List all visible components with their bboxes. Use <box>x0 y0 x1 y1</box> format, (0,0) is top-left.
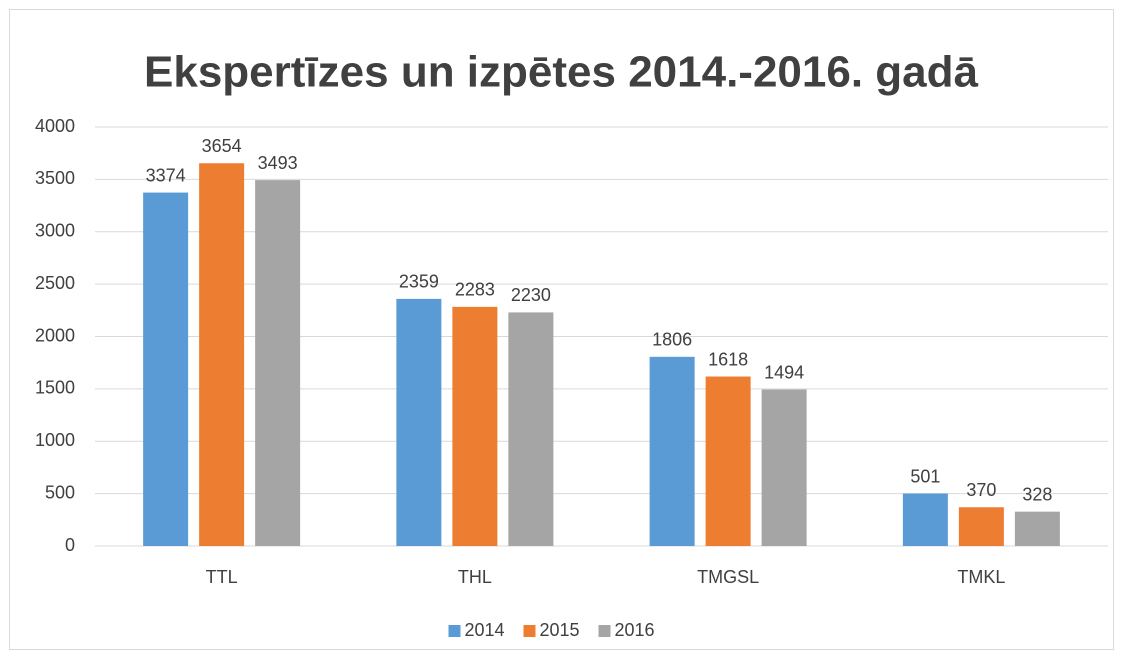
data-label: 1494 <box>764 362 804 382</box>
y-tick-label: 1000 <box>35 430 75 450</box>
data-label: 3374 <box>146 165 186 185</box>
legend-label: 2016 <box>615 620 655 640</box>
data-label: 328 <box>1022 484 1052 504</box>
x-tick-label: TTL <box>206 567 238 587</box>
chart-title: Ekspertīzes un izpētes 2014.-2016. gadā <box>144 48 978 97</box>
bar <box>705 376 751 546</box>
x-tick-label: THL <box>458 567 492 587</box>
legend-swatch <box>448 625 461 637</box>
legend-swatch <box>598 625 611 637</box>
y-tick-label: 0 <box>65 535 75 555</box>
data-label: 3493 <box>258 153 298 173</box>
data-label: 370 <box>966 480 996 500</box>
bar <box>958 507 1004 546</box>
data-label: 501 <box>910 466 940 486</box>
bar <box>199 163 245 546</box>
x-tick-label: TMKL <box>957 567 1005 587</box>
data-label: 2359 <box>399 272 439 292</box>
y-tick-label: 4000 <box>35 116 75 136</box>
legend-label: 2014 <box>465 620 505 640</box>
bar <box>761 389 807 546</box>
y-tick-label: 3000 <box>35 221 75 241</box>
x-tick-label: TMGSL <box>697 567 759 587</box>
bar <box>902 493 948 546</box>
bar <box>452 306 498 546</box>
y-tick-label: 2500 <box>35 273 75 293</box>
bar <box>143 192 189 547</box>
data-label: 2283 <box>455 280 495 300</box>
y-tick-label: 2000 <box>35 325 75 345</box>
y-tick-label: 1500 <box>35 378 75 398</box>
bar <box>396 298 442 546</box>
bar <box>508 312 554 546</box>
bar <box>1014 511 1060 546</box>
y-tick-label: 500 <box>45 482 75 502</box>
bar <box>255 180 301 546</box>
y-tick-label: 3500 <box>35 168 75 188</box>
legend-swatch <box>523 625 536 637</box>
legend-label: 2015 <box>540 620 580 640</box>
data-label: 2230 <box>511 285 551 305</box>
data-label: 1618 <box>708 349 748 369</box>
data-label: 3654 <box>202 136 242 156</box>
data-label: 1806 <box>652 330 692 350</box>
bar <box>649 356 695 546</box>
